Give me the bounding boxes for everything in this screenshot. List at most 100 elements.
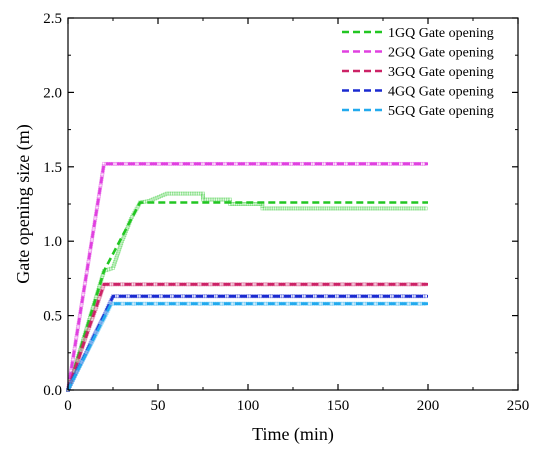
legend-label: 3GQ Gate opening (388, 65, 494, 80)
series-2-point (355, 161, 360, 166)
series-1-point (167, 191, 172, 196)
series-5-line (66, 302, 428, 391)
series-5-point (104, 311, 109, 315)
series-2-point (146, 161, 150, 166)
series-1-point (335, 206, 340, 211)
series-1-point (276, 206, 280, 211)
series-1-point (326, 206, 331, 211)
series-1-point (423, 206, 428, 211)
series-1-point (340, 206, 344, 211)
series-1-point (163, 192, 167, 197)
series-1-point (243, 202, 247, 206)
series-5-point (164, 301, 169, 306)
series-1-point (232, 202, 237, 206)
series-1-point (115, 253, 120, 258)
series-2-point (333, 161, 338, 166)
series-1-point (311, 206, 316, 211)
series-2-point (98, 183, 103, 188)
series-1-point (228, 197, 232, 202)
legend-item-3: 3GQ Gate opening (342, 65, 494, 80)
series-3-point (340, 282, 344, 287)
series-1-point (117, 247, 122, 252)
series-1-point (388, 206, 393, 211)
series-5-point (70, 380, 74, 384)
y-tick-label: 0.5 (43, 309, 62, 325)
series-1-point (230, 202, 235, 206)
axes-layer: 0 50 100 150 200 250 0.0 0.5 1.0 1.5 2.0 2.5 (43, 11, 529, 414)
x-tick-label: 250 (507, 398, 530, 414)
series-5-point (252, 301, 257, 306)
series-1-point (368, 206, 373, 211)
series-1-point (324, 206, 329, 211)
series-3-point (72, 369, 77, 374)
series-5 (66, 301, 428, 392)
series-1-point (201, 195, 205, 200)
series-1-point (130, 214, 134, 219)
series-4-point (108, 300, 113, 304)
series-3-point (351, 282, 355, 287)
series-1-point (111, 266, 115, 270)
series-2-point (83, 281, 87, 286)
series-2-point (72, 346, 77, 351)
series-1-point (300, 206, 304, 211)
series-2-point (113, 161, 117, 166)
series-1-point (153, 196, 157, 201)
y-tick-label: 2.5 (43, 11, 62, 27)
series-1-point (337, 206, 342, 211)
series-1-point (108, 266, 113, 271)
series-2-point (76, 325, 80, 329)
series-2-point (201, 161, 206, 166)
series-1-point (355, 206, 360, 211)
series-5-point (95, 330, 99, 335)
series-3-line (66, 283, 428, 391)
series-1-point (198, 191, 203, 196)
series-2-point (289, 161, 294, 166)
series-4-point (126, 294, 131, 299)
series-1-point (346, 206, 351, 211)
series-1-point (381, 206, 386, 211)
series-1 (66, 191, 428, 392)
series-1-point (216, 197, 221, 202)
series-2-point (88, 248, 93, 253)
series-1-point (401, 206, 406, 211)
series-1-point (278, 206, 282, 211)
series-5-point (109, 301, 114, 306)
series-3-markers (66, 282, 428, 392)
series-3-point (362, 282, 366, 287)
series-1-point (289, 206, 293, 211)
series-5-point (197, 301, 202, 306)
series-1-point (75, 358, 79, 363)
series-1-point (106, 267, 111, 272)
series-1-point (201, 193, 205, 198)
series-1-point (111, 264, 116, 268)
series-1-point (390, 206, 395, 211)
series-1-point (264, 206, 269, 211)
series-4-point (170, 294, 175, 299)
series-5-point (340, 301, 345, 306)
series-5-point (395, 301, 400, 306)
series-1-point (151, 197, 155, 202)
series-3-point (384, 282, 388, 287)
series-2-point (300, 161, 305, 166)
series-2-point (124, 161, 128, 166)
series-2-point (70, 357, 75, 362)
series-1-point (364, 206, 369, 211)
series-2-point (93, 216, 98, 221)
series-2-markers (66, 161, 428, 392)
series-2 (66, 161, 428, 392)
series-1-point (225, 197, 230, 202)
series-1-point (260, 206, 265, 211)
series-5-point (219, 301, 224, 306)
series-2-point (135, 161, 139, 166)
legend-item-2: 2GQ Gate opening (342, 46, 494, 61)
series-1-point (395, 206, 399, 211)
series-3-point (329, 282, 333, 287)
series-4-point (192, 294, 197, 299)
series-1-point (399, 206, 404, 211)
series-2-point (267, 161, 272, 166)
series-1-point (201, 191, 205, 196)
series-2-point (102, 161, 106, 166)
series-5-point (307, 301, 312, 306)
series-1-point (421, 206, 426, 211)
series-3-point (93, 307, 98, 311)
